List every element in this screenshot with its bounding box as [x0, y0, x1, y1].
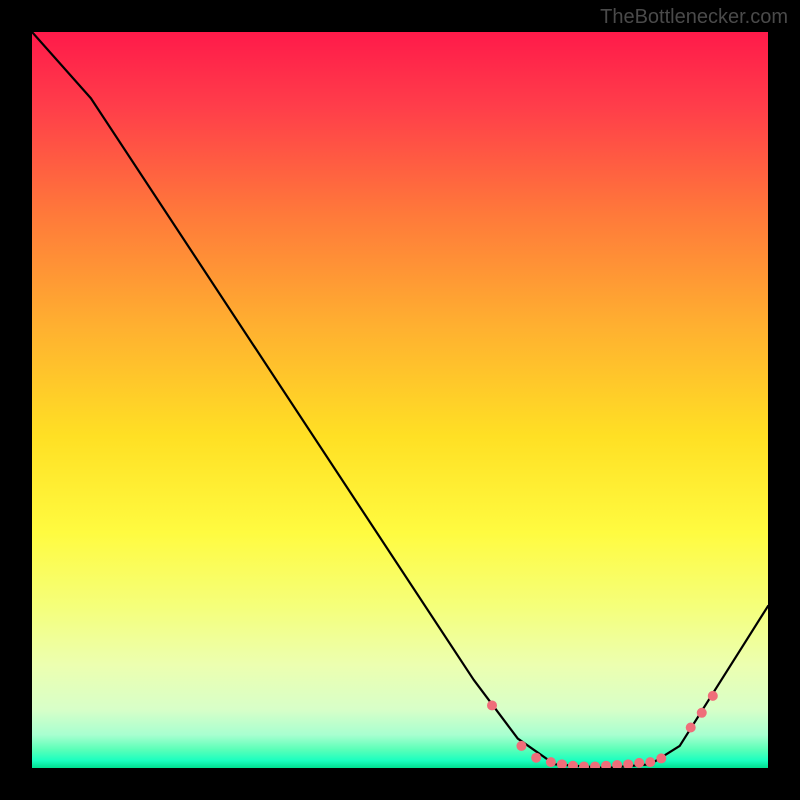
- watermark-text: TheBottlenecker.com: [600, 6, 788, 29]
- markers-group: [487, 691, 718, 768]
- marker-dot: [697, 708, 707, 718]
- marker-dot: [557, 759, 567, 768]
- marker-dot: [579, 762, 589, 768]
- marker-dot: [634, 758, 644, 768]
- marker-dot: [623, 759, 633, 768]
- marker-dot: [686, 723, 696, 733]
- marker-dot: [531, 753, 541, 763]
- chart-svg: [32, 32, 768, 768]
- marker-dot: [487, 700, 497, 710]
- marker-dot: [708, 691, 718, 701]
- plot-area: [32, 32, 768, 768]
- marker-dot: [590, 762, 600, 768]
- marker-dot: [601, 761, 611, 768]
- marker-dot: [612, 760, 622, 768]
- marker-dot: [516, 741, 526, 751]
- marker-dot: [645, 757, 655, 767]
- marker-dot: [568, 761, 578, 768]
- curve-line: [32, 32, 768, 768]
- marker-dot: [656, 753, 666, 763]
- marker-dot: [546, 757, 556, 767]
